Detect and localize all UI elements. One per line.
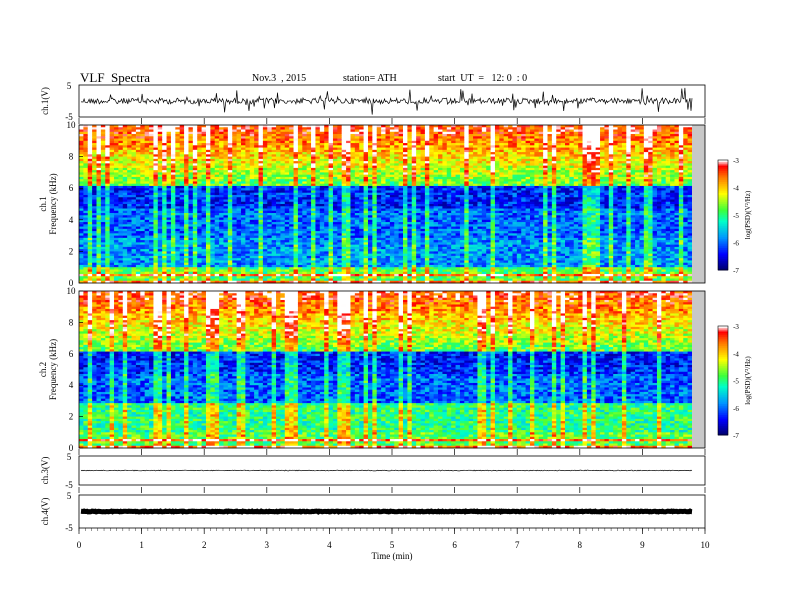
x-tick-label: 0: [77, 540, 82, 550]
ch2-channel-label: ch.2: [38, 362, 48, 377]
x-tick-label: 8: [578, 540, 583, 550]
ch1-freq-axis-label: Frequency (kHz): [48, 173, 58, 234]
ch2-colorbar-frame: [717, 325, 729, 436]
ch2-colorbar-label: log(PSD)(V²/Hz): [744, 356, 752, 405]
ch4-ylabel: ch.4(V): [40, 498, 50, 526]
ch1-freq-tick-label: 10: [67, 120, 77, 130]
ch4-ytick-min: -5: [65, 523, 73, 533]
ch1-ytick-min: -5: [65, 112, 73, 122]
ch2-colorbar-tick: -6: [733, 405, 739, 413]
ch3-ytick-max: 5: [67, 452, 72, 462]
x-tick-label: 4: [327, 540, 332, 550]
x-tick-label: 3: [265, 540, 270, 550]
ch1-colorbar-tick: -5: [733, 212, 739, 220]
ch2-colorbar-tick: -7: [733, 432, 739, 440]
ch2-freq-tick-label: 0: [69, 443, 74, 453]
ch1-freq-tick-label: 6: [69, 183, 74, 193]
ch1-spectrogram-frame: [78, 124, 706, 284]
ch1-freq-tick-label: 8: [69, 152, 74, 162]
ch1-colorbar-frame: [717, 159, 729, 271]
x-tick-label: 10: [701, 540, 711, 550]
ch2-freq-tick-label: 10: [67, 286, 77, 296]
ch1-colorbar-tick: -4: [733, 185, 739, 193]
x-axis-label: Time (min): [372, 551, 413, 561]
ch1-waveform-frame: [78, 84, 706, 118]
ch3-ylabel: ch.3(V): [40, 457, 50, 485]
x-tick-label: 5: [390, 540, 395, 550]
ch1-channel-label: ch.1: [38, 196, 48, 211]
ch2-freq-tick-label: 8: [69, 317, 74, 327]
station-label: station= ATH: [343, 73, 397, 84]
ch2-colorbar-tick: -3: [733, 323, 739, 331]
ch1-waveform-line: [80, 87, 693, 115]
ch2-colorbar-tick: -5: [733, 378, 739, 386]
ch2-colorbar: [718, 326, 728, 436]
ch1-colorbar-tick: -7: [733, 267, 739, 275]
ch2-spectrogram: [79, 291, 693, 449]
ch1-colorbar: [718, 160, 728, 271]
x-tick-label: 7: [515, 540, 520, 550]
ch1-ytick-max: 5: [67, 81, 72, 91]
ch4-waveform-line: [80, 508, 693, 515]
ch1-spectrogram: [79, 125, 693, 284]
ch1-colorbar-tick: -6: [733, 240, 739, 248]
ch1-freq-tick-label: 2: [69, 246, 74, 256]
ch3-waveform-frame: [78, 455, 706, 486]
chart-title: VLF Spectra: [80, 70, 151, 85]
start-time-label: start UT = 12: 0 : 0: [438, 73, 528, 84]
ch1-freq-tick-label: 0: [69, 278, 74, 288]
ch2-freq-tick-label: 2: [69, 412, 74, 422]
date-label: Nov.3 , 2015: [252, 73, 307, 84]
ch3-waveform-line: [80, 469, 693, 472]
x-tick-label: 6: [452, 540, 457, 550]
ch2-nodata-region: [692, 291, 705, 448]
x-tick-label: 1: [139, 540, 144, 550]
x-tick-label: 2: [202, 540, 207, 550]
ch1-ylabel: ch.1(V): [40, 87, 50, 115]
ch1-nodata-region: [692, 125, 705, 283]
ch1-colorbar-label: log(PSD)(V²/Hz): [744, 190, 752, 239]
ch2-freq-tick-label: 6: [69, 349, 74, 359]
ch1-colorbar-tick: -3: [733, 157, 739, 165]
ch2-freq-tick-label: 4: [69, 380, 74, 390]
ch2-colorbar-tick: -4: [733, 350, 739, 358]
ch1-freq-tick-label: 4: [69, 215, 74, 225]
ch2-freq-axis-label: Frequency (kHz): [48, 339, 58, 400]
ch2-spectrogram-frame: [78, 290, 706, 449]
ch3-ytick-min: -5: [65, 480, 73, 490]
x-tick-label: 9: [640, 540, 645, 550]
ch4-ytick-max: 5: [67, 491, 72, 501]
